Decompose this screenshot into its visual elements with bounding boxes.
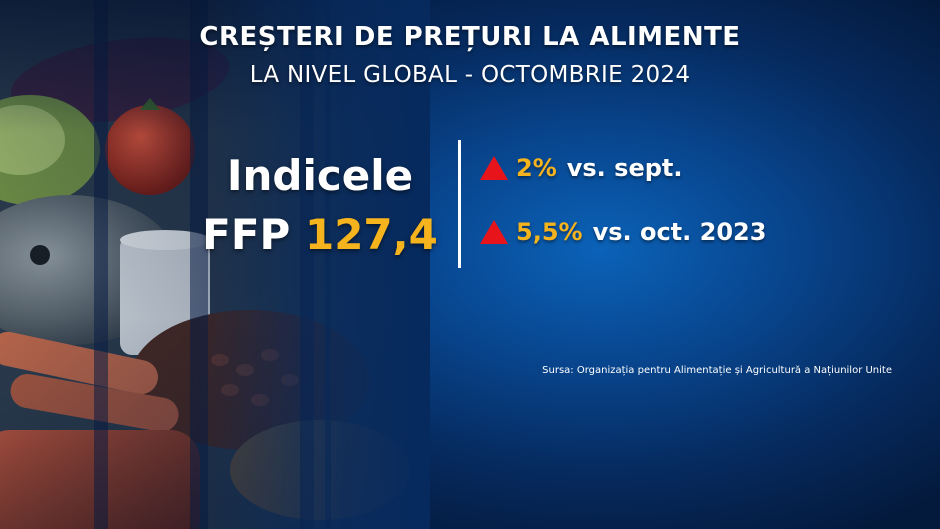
stat-monthly-change: 2% vs. sept. — [480, 150, 682, 186]
stat-text: vs. oct. 2023 — [592, 218, 767, 246]
index-block: Indicele FFP 127,4 — [200, 150, 440, 262]
slide-subtitle: LA NIVEL GLOBAL - OCTOMBRIE 2024 — [249, 62, 691, 88]
up-triangle-icon — [480, 220, 508, 244]
vertical-divider — [458, 140, 461, 268]
stat-text: vs. sept. — [566, 154, 683, 182]
slide-title: CREȘTERI DE PREȚURI LA ALIMENTE — [199, 22, 741, 52]
index-value: 127,4 — [304, 210, 438, 259]
stat-percent: 5,5% — [516, 218, 583, 246]
stat-percent: 2% — [516, 154, 557, 182]
index-name: FFP — [202, 210, 291, 259]
food-background-image — [0, 0, 430, 529]
stat-yearly-change: 5,5% vs. oct. 2023 — [480, 214, 766, 250]
up-triangle-icon — [480, 156, 508, 180]
index-label: Indicele — [226, 151, 414, 200]
source-note: Sursa: Organizația pentru Alimentație și… — [542, 365, 892, 376]
index-row: FFP 127,4 — [200, 208, 440, 262]
